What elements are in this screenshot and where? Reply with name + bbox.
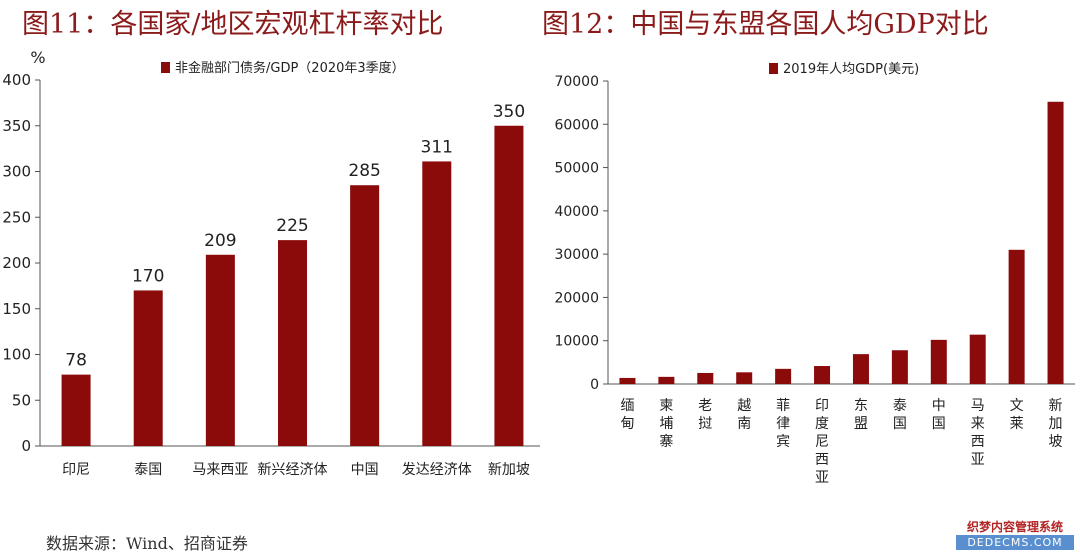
bar [61,374,91,446]
bar [1047,101,1064,384]
y-tick-label: 250 [2,208,31,226]
y-tick-label: 300 [2,163,31,181]
x-category-label: 文莱 [1010,398,1024,432]
x-category-label: 柬埔寨 [659,398,673,450]
y-tick-label: 50 [12,391,31,409]
bar [278,240,307,446]
watermark-logo: 织梦内容管理系统 DEDECMS.COM [956,520,1074,550]
y-tick-label: 350 [2,117,31,135]
bar [736,372,753,384]
y-tick-label: 50000 [554,161,599,177]
bar [930,339,947,384]
y-tick-label: 400 [2,71,31,89]
y-tick-label: 40000 [554,204,599,220]
y-tick-label: 70000 [554,74,599,90]
y-tick-label: 0 [590,377,599,393]
x-category-label: 老挝 [698,398,712,432]
bar-value-label: 311 [421,137,453,157]
x-category-label: 中国 [351,462,379,478]
y-tick-label: 60000 [554,117,599,133]
legend-label: 2019年人均GDP(美元) [783,62,919,77]
y-tick-label: 30000 [554,247,599,263]
bar [658,376,675,384]
y-tick-label: 150 [2,300,31,318]
y-tick-label: 200 [2,254,31,272]
bar [852,354,869,384]
bar-value-label: 78 [65,351,87,371]
bar-value-label: 350 [493,102,525,122]
x-category-label: 印度尼西亚 [815,398,829,486]
bar [775,368,792,384]
legend-swatch [769,63,778,74]
right-figure-title: 图12：中国与东盟各国人均GDP对比 [542,9,989,40]
x-category-label: 新兴经济体 [258,462,328,478]
bar [422,161,452,446]
x-category-label: 印尼 [62,462,90,478]
data-source-note: 数据来源：Wind、招商证券 [46,534,248,553]
bar [619,377,636,384]
bar-value-label: 170 [132,266,164,286]
bar [697,372,714,384]
bar-value-label: 285 [348,161,380,181]
bar [969,334,986,384]
x-category-label: 中国 [932,398,946,432]
left-figure-title: 图11：各国家/地区宏观杠杆率对比 [22,9,444,40]
x-category-label: 马来西亚 [192,462,248,478]
bar [205,254,235,446]
y-tick-label: 0 [21,437,31,455]
gdp-per-capita-bar-chart: 0 10000 20000 30000 40000 50000 60000 70000 2019… [554,62,1075,486]
y-tick-label: 10000 [554,334,599,350]
x-category-label: 泰国 [134,462,162,478]
x-category-label: 新加坡 [1049,398,1063,450]
bar-value-label: 225 [276,216,308,236]
bar [350,185,380,446]
x-category-label: 东盟 [854,398,868,432]
x-category-label: 马来西亚 [971,398,985,468]
bar [1008,249,1025,384]
bar [494,125,524,446]
x-category-label: 泰国 [893,398,907,432]
bar [814,366,831,384]
bar-value-label: 209 [204,231,236,251]
watermark-line1: 织梦内容管理系统 [966,520,1063,534]
y-tick-label: 20000 [554,290,599,306]
legend-swatch [161,62,170,73]
watermark-line2: DEDECMS.COM [956,535,1074,550]
bar [891,350,908,384]
x-category-label: 越南 [737,398,751,432]
x-category-label: 新加坡 [488,462,530,478]
legend-label: 非金融部门债务/GDP（2020年3季度） [175,60,405,76]
leverage-bar-chart: 0 50 100 150 200 250 300 350 400% 非金融部门债务/GDP（202… [2,48,540,478]
x-category-label: 菲律宾 [776,398,790,450]
x-category-label: 发达经济体 [402,462,472,478]
y-tick-label: 100 [2,346,31,364]
y-axis-unit-label: % [30,48,45,67]
bar [133,290,163,446]
x-category-label: 缅甸 [620,398,634,432]
